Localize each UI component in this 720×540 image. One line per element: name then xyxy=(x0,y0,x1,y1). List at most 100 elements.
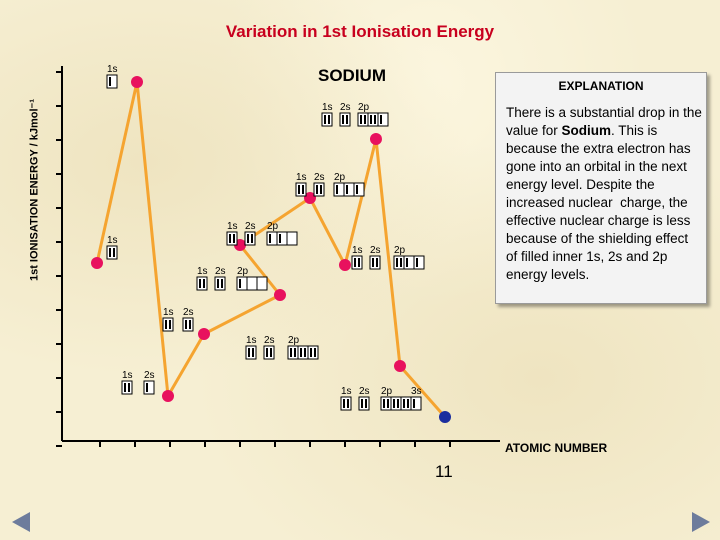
orbital-box xyxy=(143,380,155,395)
element-data-point xyxy=(394,360,406,372)
element-data-point xyxy=(304,192,316,204)
electron-configurations: 1s 1s 1s 2s 1s 2s 1s 2s 2p 1s 2s 2p 1s 2s 2p 1s 2s 2p 1s 2s… xyxy=(106,64,425,411)
orbital-box xyxy=(339,112,351,127)
orbital-label: 1s xyxy=(107,235,118,246)
orbital-label: 1s xyxy=(197,266,208,277)
electron-configuration: 1s 2s 2p 3s xyxy=(340,386,422,411)
element-data-point xyxy=(131,76,143,88)
ionisation-trend-line xyxy=(95,80,447,418)
orbital-box xyxy=(297,345,309,360)
orbital-box xyxy=(287,345,299,360)
orbital-label: 2s xyxy=(314,172,325,183)
orbital-box xyxy=(256,276,268,291)
electron-configuration: 1s 2s 2p xyxy=(351,245,425,270)
orbital-label: 2p xyxy=(288,335,300,346)
orbital-box xyxy=(106,245,118,260)
sodium-label: SODIUM xyxy=(318,66,386,85)
orbital-box xyxy=(196,276,208,291)
orbital-box xyxy=(358,396,370,411)
trend-line xyxy=(95,80,447,418)
orbital-box xyxy=(313,182,325,197)
orbital-label: 1s xyxy=(163,307,174,318)
orbital-box xyxy=(410,396,422,411)
orbital-box xyxy=(343,182,355,197)
orbital-label: 1s xyxy=(341,386,352,397)
electron-configuration: 1s 2s 2p xyxy=(321,102,389,127)
orbital-label: 2p xyxy=(394,245,406,256)
orbital-label: 1s xyxy=(296,172,307,183)
electron-configuration: 1s 2s 2p xyxy=(226,221,298,246)
orbital-label: 2s xyxy=(370,245,381,256)
orbital-box xyxy=(244,231,256,246)
orbital-box xyxy=(263,345,275,360)
element-data-point xyxy=(339,259,351,271)
orbital-label: 2p xyxy=(237,266,249,277)
element-data-point xyxy=(162,390,174,402)
electron-configuration: 1s 2s xyxy=(121,370,155,395)
orbital-label: 1s xyxy=(246,335,257,346)
orbital-box xyxy=(333,182,345,197)
orbital-box xyxy=(162,317,174,332)
orbital-box xyxy=(106,74,118,89)
page-title: Variation in 1st Ionisation Energy xyxy=(225,22,495,41)
orbital-label: 2s xyxy=(215,266,226,277)
orbital-box xyxy=(380,396,392,411)
orbital-label: 1s xyxy=(322,102,333,113)
electron-configuration: 1s 2s 2p xyxy=(245,335,319,360)
orbital-label: 1s xyxy=(107,64,118,75)
electron-configuration: 1s 2s 2p xyxy=(295,172,365,197)
orbital-box xyxy=(321,112,333,127)
element-data-point xyxy=(274,289,286,301)
orbital-label: 2s xyxy=(144,370,155,381)
orbital-label: 3s xyxy=(411,386,422,397)
orbital-box xyxy=(390,396,402,411)
explanation-heading: EXPLANATION xyxy=(558,79,644,93)
element-data-point xyxy=(370,133,382,145)
orbital-label: 1s xyxy=(227,221,238,232)
orbital-label: 1s xyxy=(352,245,363,256)
orbital-box xyxy=(182,317,194,332)
orbital-box xyxy=(367,112,379,127)
orbital-box xyxy=(295,182,307,197)
orbital-box xyxy=(413,255,425,270)
orbital-label: 2s xyxy=(359,386,370,397)
orbital-box xyxy=(276,231,288,246)
orbital-box xyxy=(236,276,248,291)
orbital-label: 2s xyxy=(340,102,351,113)
orbital-box xyxy=(340,396,352,411)
element-data-point xyxy=(91,257,103,269)
x-axis-label: ATOMIC NUMBER xyxy=(505,441,608,455)
electron-configuration: 1s xyxy=(106,235,118,260)
electron-configuration: 1s 2s xyxy=(162,307,194,332)
orbital-box xyxy=(307,345,319,360)
previous-slide-arrow-icon[interactable] xyxy=(12,512,30,532)
orbital-box xyxy=(246,276,258,291)
orbital-box xyxy=(400,396,412,411)
orbital-label: 2s xyxy=(245,221,256,232)
orbital-box xyxy=(351,255,363,270)
orbital-box xyxy=(377,112,389,127)
electron-configuration: 1s 2s 2p xyxy=(196,266,268,291)
electron-configuration: 1s xyxy=(106,64,118,89)
sodium-data-point xyxy=(439,411,451,423)
orbital-box xyxy=(266,231,278,246)
explanation-box: EXPLANATION There is a substantial drop … xyxy=(495,72,707,304)
axes xyxy=(56,66,500,447)
orbital-label: 2p xyxy=(381,386,393,397)
orbital-label: 2p xyxy=(358,102,370,113)
data-points xyxy=(91,76,451,423)
orbital-box xyxy=(403,255,415,270)
orbital-box xyxy=(393,255,405,270)
orbital-box xyxy=(369,255,381,270)
orbital-box xyxy=(357,112,369,127)
orbital-box xyxy=(286,231,298,246)
explanation-text: There is a substantial drop in the value… xyxy=(506,105,702,282)
orbital-label: 2p xyxy=(334,172,346,183)
orbital-label: 1s xyxy=(122,370,133,381)
x-tick-label: 11 xyxy=(435,462,453,481)
next-slide-arrow-icon[interactable] xyxy=(692,512,710,532)
orbital-box xyxy=(121,380,133,395)
element-data-point xyxy=(198,328,210,340)
orbital-box xyxy=(214,276,226,291)
